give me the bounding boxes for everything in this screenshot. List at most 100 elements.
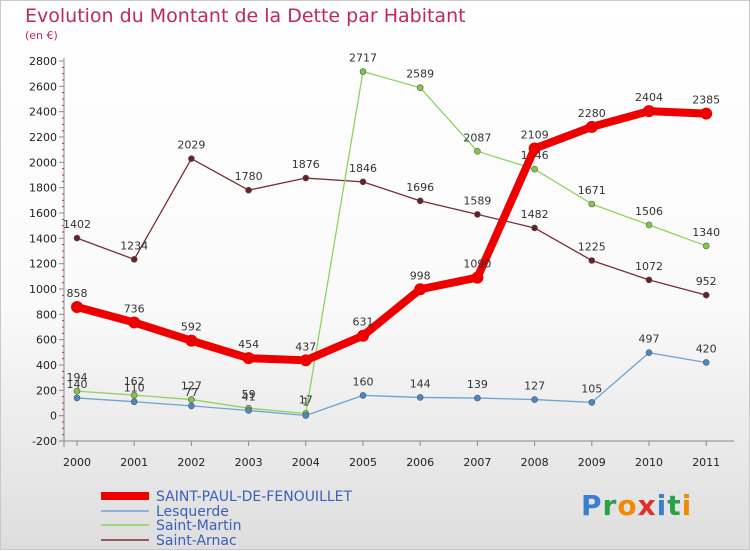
y-tick-label: 600: [36, 334, 57, 347]
legend-label: Lesquerde: [156, 504, 229, 520]
data-label: 2280: [578, 107, 606, 120]
series-line: [76, 158, 707, 296]
data-label: 1671: [578, 184, 606, 197]
data-label: 160: [353, 375, 374, 388]
data-point: [531, 396, 538, 403]
data-label: 162: [124, 375, 145, 388]
logo-letter: i: [656, 489, 668, 522]
legend-label: Saint-Martin: [156, 518, 241, 534]
data-point: [416, 197, 424, 205]
data-label: 454: [238, 338, 259, 351]
logo-letter: i: [681, 489, 693, 522]
x-tick-label: 2008: [521, 456, 549, 469]
data-point: [414, 283, 427, 296]
data-point: [302, 412, 310, 419]
y-tick-label: 400: [36, 359, 57, 372]
series-saint-arnac: 1402 1234 2029 1780 1876 1846 1696 1589 1482 1225…: [63, 139, 717, 299]
y-tick-label: 1800: [29, 182, 57, 195]
data-point: [645, 349, 653, 357]
data-point: [130, 256, 138, 263]
data-label: 1696: [406, 181, 434, 194]
data-label: 998: [410, 269, 431, 282]
y-tick-label: 1600: [29, 207, 57, 220]
x-tick-label: 2005: [349, 456, 377, 469]
data-label: 194: [67, 371, 88, 384]
data-label: 592: [181, 321, 202, 334]
y-tick-label: 1200: [29, 258, 57, 271]
data-label: 1876: [292, 158, 320, 171]
data-label: 140: [67, 378, 88, 391]
y-tick-label: 800: [36, 308, 57, 321]
y-tick-label: 2000: [29, 156, 57, 169]
data-point: [588, 257, 596, 264]
data-label: 497: [639, 333, 660, 346]
data-point: [188, 402, 195, 410]
y-tick-label: 1000: [29, 283, 57, 296]
data-point: [359, 178, 367, 186]
data-point: [73, 387, 81, 395]
legend-label: SAINT-PAUL-DE-FENOUILLET: [156, 489, 353, 505]
series-lesquerde: 140 110 77 41 1 160 144 139 127 105 497 420: [67, 333, 717, 419]
data-point: [130, 391, 138, 399]
data-label: 1: [302, 396, 309, 409]
data-label: 17: [299, 394, 313, 407]
data-label: 110: [124, 382, 145, 395]
x-tick-label: 2010: [635, 456, 663, 469]
x-tick-label: 2003: [235, 456, 263, 469]
y-tick-label: 2400: [29, 106, 57, 119]
data-label: 2589: [406, 68, 434, 81]
data-point: [357, 329, 369, 342]
data-point: [73, 234, 81, 242]
data-label: 2404: [635, 91, 663, 104]
logo-letter: o: [617, 489, 638, 522]
series-line: [73, 107, 711, 365]
logo-letter: P: [581, 489, 603, 522]
data-label: 1402: [63, 218, 91, 231]
legend-item: Lesquerde: [101, 504, 229, 520]
data-point: [73, 394, 81, 402]
legend-item: Saint-Arnac: [101, 533, 237, 549]
data-point: [185, 334, 198, 347]
logo-letter: r: [602, 489, 618, 522]
data-point: [128, 316, 141, 329]
data-point: [302, 174, 310, 182]
data-label: 2385: [692, 94, 720, 107]
data-point: [531, 165, 538, 173]
x-tick-label: 2000: [63, 456, 91, 469]
x-tick-label: 2004: [292, 456, 320, 469]
x-tick-label: 2009: [578, 456, 606, 469]
data-point: [188, 155, 195, 162]
x-tick-label: 2007: [463, 456, 491, 469]
data-label: 1506: [635, 205, 663, 218]
data-point: [702, 291, 710, 299]
y-tick-label: 2200: [29, 131, 57, 144]
data-point: [702, 359, 710, 366]
x-tick-label: 2002: [177, 456, 205, 469]
data-point: [416, 394, 424, 401]
data-label: 144: [410, 377, 431, 390]
y-tick-label: 1400: [29, 232, 57, 245]
data-label: 2109: [521, 129, 549, 142]
data-point: [474, 211, 481, 218]
data-label: 2029: [177, 139, 205, 152]
proxiti-logo: Proxiti: [581, 489, 692, 522]
series-line: [76, 70, 707, 415]
y-tick-label: 2600: [29, 80, 57, 93]
data-label: 105: [581, 382, 602, 395]
data-label: 2717: [349, 52, 377, 65]
y-tick-label: 2800: [29, 55, 57, 68]
legend-label: Saint-Arnac: [156, 533, 237, 549]
y-tick-label: 200: [36, 384, 57, 397]
legend-item: SAINT-PAUL-DE-FENOUILLET: [101, 489, 353, 505]
legend-item: Saint-Martin: [101, 518, 241, 534]
data-label: 952: [696, 275, 717, 288]
data-point: [700, 107, 713, 120]
y-tick-label: 0: [50, 410, 57, 423]
data-point: [643, 105, 655, 118]
data-label: 858: [67, 287, 88, 300]
x-tick-label: 2001: [120, 456, 148, 469]
data-point: [71, 300, 83, 313]
data-label: 631: [353, 316, 374, 329]
data-label: 1225: [578, 241, 606, 254]
